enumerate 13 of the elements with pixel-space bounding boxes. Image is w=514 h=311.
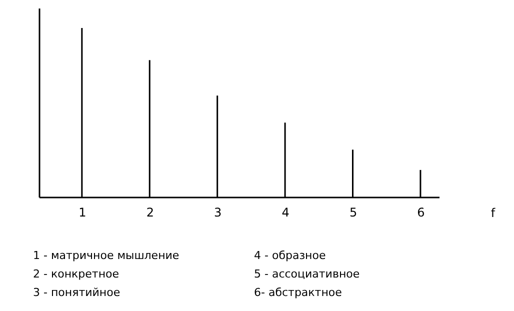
x-tick-label: 4 — [282, 206, 290, 220]
text: 3 - понятийное — [33, 286, 120, 299]
x-tick-label: 6 — [417, 206, 425, 220]
text: 6- абстрактное — [254, 286, 342, 299]
x-tick-label: 1 — [78, 206, 86, 220]
text: 2 - конкретное — [33, 268, 120, 280]
x-tick-label: 3 — [214, 206, 222, 220]
x-axis-title: f — [490, 206, 496, 220]
x-tick-label: 5 — [349, 206, 358, 220]
text: 1 - матричное мышление — [33, 249, 180, 262]
text: 4 - образное — [254, 249, 326, 262]
text: 5 - ассоциативное — [254, 268, 360, 280]
x-tick-label: 2 — [146, 206, 154, 220]
